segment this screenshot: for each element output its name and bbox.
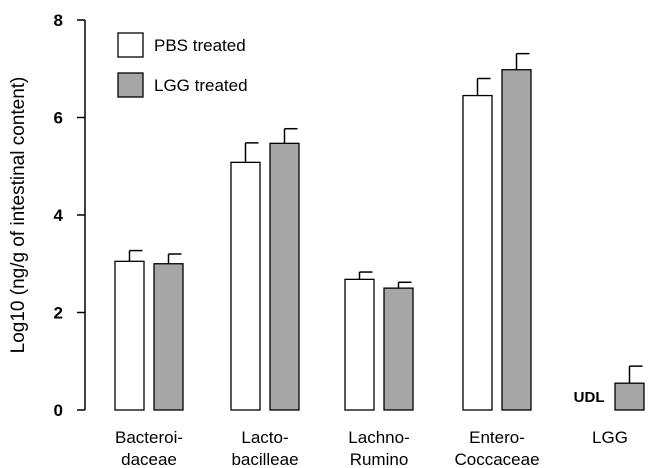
y-tick-label: 4 [54, 206, 64, 225]
udl-annotation: UDL [574, 389, 605, 406]
x-category-label: Lacto- [241, 428, 288, 447]
x-category-label: Coccaceae [454, 450, 539, 468]
x-category-label: Lachno- [348, 428, 409, 447]
y-tick-label: 8 [54, 11, 63, 30]
bar [614, 382, 645, 411]
legend-swatch [117, 32, 144, 58]
bar [269, 142, 300, 411]
labels: UDL Bacteroi-daceae Lacto-bacilleae Lachno-… [115, 389, 628, 468]
x-category-label: Entero- [469, 428, 525, 447]
bar [230, 161, 261, 411]
bar [501, 69, 532, 411]
legend-label: PBS treated [154, 36, 246, 55]
x-category-label: Rumino [350, 450, 409, 468]
bar [344, 278, 375, 411]
y-axis-title: Log10 (ng/g of intestinal content) [8, 77, 29, 354]
legend-label: LGG treated [154, 76, 248, 95]
y-tick-label: 6 [54, 109, 63, 128]
legend: PBS treated LGG treated [117, 32, 248, 98]
bar [383, 287, 414, 411]
x-category-label: daceae [121, 450, 177, 468]
x-category-label: Bacteroi- [115, 428, 183, 447]
x-category-label: LGG [592, 428, 628, 447]
x-category-label: bacilleae [231, 450, 298, 468]
error-bars [128, 52, 643, 384]
legend-swatch [117, 72, 144, 98]
y-tick-label: 2 [54, 304, 63, 323]
bar [462, 94, 493, 411]
y-tick-label: 0 [54, 401, 63, 420]
axes: 0 2 4 6 8 Log10 (ng/g of intestinal content) [8, 11, 86, 420]
bar [153, 263, 184, 411]
bars [114, 69, 645, 411]
bar [114, 260, 145, 411]
